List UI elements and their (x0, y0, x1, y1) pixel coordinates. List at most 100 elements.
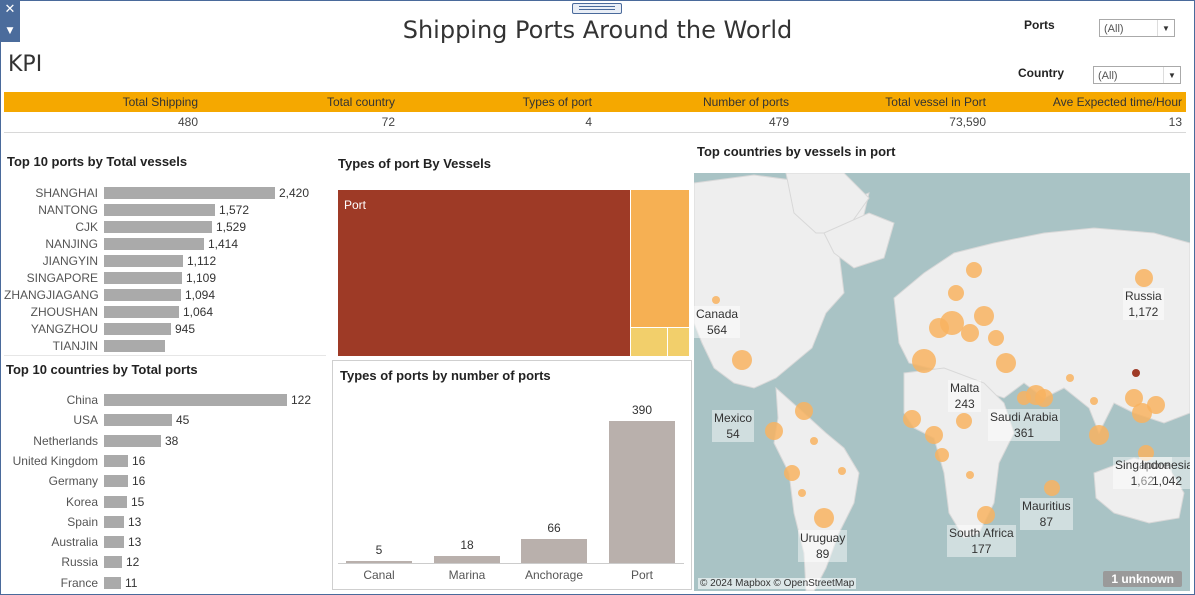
port-bar[interactable] (104, 340, 165, 352)
country-value: 15 (131, 494, 145, 509)
port-label: JIANGYIN (42, 254, 98, 268)
drag-handle-icon[interactable] (572, 3, 622, 14)
port-bar[interactable] (104, 255, 183, 267)
map-label-value: 1,172 (1128, 305, 1159, 319)
country-value: 11 (125, 575, 138, 590)
map-label-russia: Russia 1,172 (1123, 288, 1164, 320)
dropdown-caret-icon[interactable]: ▼ (6, 26, 14, 36)
treemap-port-tile[interactable]: Port (338, 190, 630, 356)
country-label: USA (73, 413, 98, 428)
treemap-canal-tile[interactable] (668, 328, 689, 356)
port-bar[interactable] (104, 306, 179, 318)
port-value: 1,112 (187, 254, 217, 268)
port-type-bar[interactable] (434, 556, 500, 563)
port-type-value: 18 (460, 538, 474, 552)
kpi-header-total-shipping: Total Shipping (122, 95, 198, 109)
port-bar[interactable] (104, 187, 275, 199)
port-type-bar[interactable] (346, 561, 412, 563)
treemap-marina-tile[interactable] (631, 328, 667, 356)
map-label-country: Russia (1125, 289, 1162, 303)
treemap-port-label: Port (344, 198, 367, 212)
kpi-header-types-of-port: Types of port (522, 95, 592, 109)
chevron-down-icon[interactable]: ▼ (1157, 20, 1174, 36)
port-bar[interactable] (104, 323, 171, 335)
map-label-country: Saudi Arabia (990, 410, 1059, 424)
port-value: 1,529 (216, 220, 247, 234)
map-label-country: South Africa (949, 526, 1014, 540)
country-bar[interactable] (104, 434, 161, 447)
country-bar[interactable] (104, 414, 172, 427)
port-type-bar[interactable] (609, 421, 675, 563)
map-label-indonesia: Indonesia 1,042 (1139, 457, 1190, 489)
map-bubbles (712, 262, 1165, 528)
country-value: 38 (165, 433, 179, 448)
map-label-country: Malta (950, 381, 980, 395)
x-axis-line (338, 563, 684, 564)
map-label-uruguay: Uruguay 89 (798, 530, 848, 562)
port-value: 2,420 (279, 186, 310, 200)
map-highlight-bubble (1132, 369, 1140, 377)
map-label-malta: Malta 243 (948, 380, 982, 412)
map-label-value: 243 (954, 397, 975, 411)
map-attribution[interactable]: © 2024 Mapbox © OpenStreetMap (698, 578, 857, 589)
port-value: 1,572 (219, 203, 250, 217)
treemap-anchorage-tile[interactable] (631, 190, 689, 327)
map-label-country: Mexico (714, 411, 753, 425)
port-value: 945 (175, 322, 196, 336)
map-label-country: Canada (696, 307, 739, 321)
map-label-saudi-arabia: Saudi Arabia 361 (988, 409, 1061, 441)
country-bar[interactable] (104, 556, 122, 569)
ports-filter-select[interactable]: (All) ▼ (1099, 19, 1175, 37)
close-icon[interactable]: ✕ (4, 2, 16, 17)
country-bar[interactable] (104, 536, 124, 549)
country-value: 45 (176, 413, 190, 428)
map-label-mexico: Mexico 54 (712, 410, 755, 442)
country-filter-label: Country (1018, 66, 1064, 80)
top-countries-title: Top 10 countries by Total ports (6, 362, 198, 377)
country-bar[interactable] (104, 576, 121, 589)
kpi-header-total-country: Total country (326, 95, 395, 109)
country-value: 13 (128, 535, 142, 550)
port-bar[interactable] (104, 204, 215, 216)
dashboard-controls[interactable]: ✕ ▼ (0, 0, 20, 42)
country-value: 16 (132, 453, 146, 468)
page-title: Shipping Ports Around the World (402, 16, 793, 44)
port-type-value: 66 (547, 521, 561, 535)
country-bar[interactable] (104, 454, 128, 467)
country-label: Netherlands (33, 433, 98, 448)
map-label-value: 87 (1039, 515, 1054, 529)
kpi-header-row: Total Shipping Total country Types of po… (4, 92, 1186, 112)
port-bar[interactable] (104, 238, 204, 250)
port-bar[interactable] (104, 221, 212, 233)
country-filter-select[interactable]: (All) ▼ (1093, 66, 1181, 84)
port-type-bar[interactable] (521, 539, 587, 563)
country-bar[interactable] (104, 515, 124, 528)
map-label-country: Indonesia (1141, 458, 1190, 472)
port-type-value: 5 (375, 543, 383, 557)
map-label-value: 361 (1014, 426, 1035, 440)
port-bar[interactable] (104, 289, 181, 301)
unknown-badge[interactable]: 1 unknown (1103, 571, 1182, 587)
country-label: China (66, 393, 98, 407)
map-label-singapore: Singapore 1,62 (1113, 457, 1172, 489)
kpi-heading: KPI (8, 52, 43, 77)
country-label: Korea (65, 494, 98, 509)
port-value: 1,064 (183, 305, 214, 319)
port-bar[interactable] (104, 272, 182, 284)
country-label: Spain (67, 514, 98, 529)
map-label-value: 1,62 (1130, 474, 1155, 488)
country-bar[interactable] (104, 495, 127, 508)
map-label-country: Mauritius (1022, 499, 1071, 513)
port-type-category: Marina (448, 568, 486, 582)
country-bar[interactable] (104, 475, 128, 488)
chevron-down-icon[interactable]: ▼ (1163, 67, 1180, 83)
map-label-value: 177 (971, 542, 992, 556)
kpi-header-ave-expected-time: Ave Expected time/Hour (1052, 95, 1182, 109)
world-map[interactable]: Canada 564 Russia 1,172 Malta 243 Mexico 54 Saud… (694, 173, 1190, 591)
port-label: SINGAPORE (26, 271, 98, 285)
port-types-panel (332, 360, 692, 590)
country-bar[interactable] (104, 394, 287, 406)
country-value: 13 (128, 514, 142, 529)
kpi-value-total-vessel: 73,590 (949, 115, 986, 129)
port-label: NANTONG (38, 203, 98, 217)
